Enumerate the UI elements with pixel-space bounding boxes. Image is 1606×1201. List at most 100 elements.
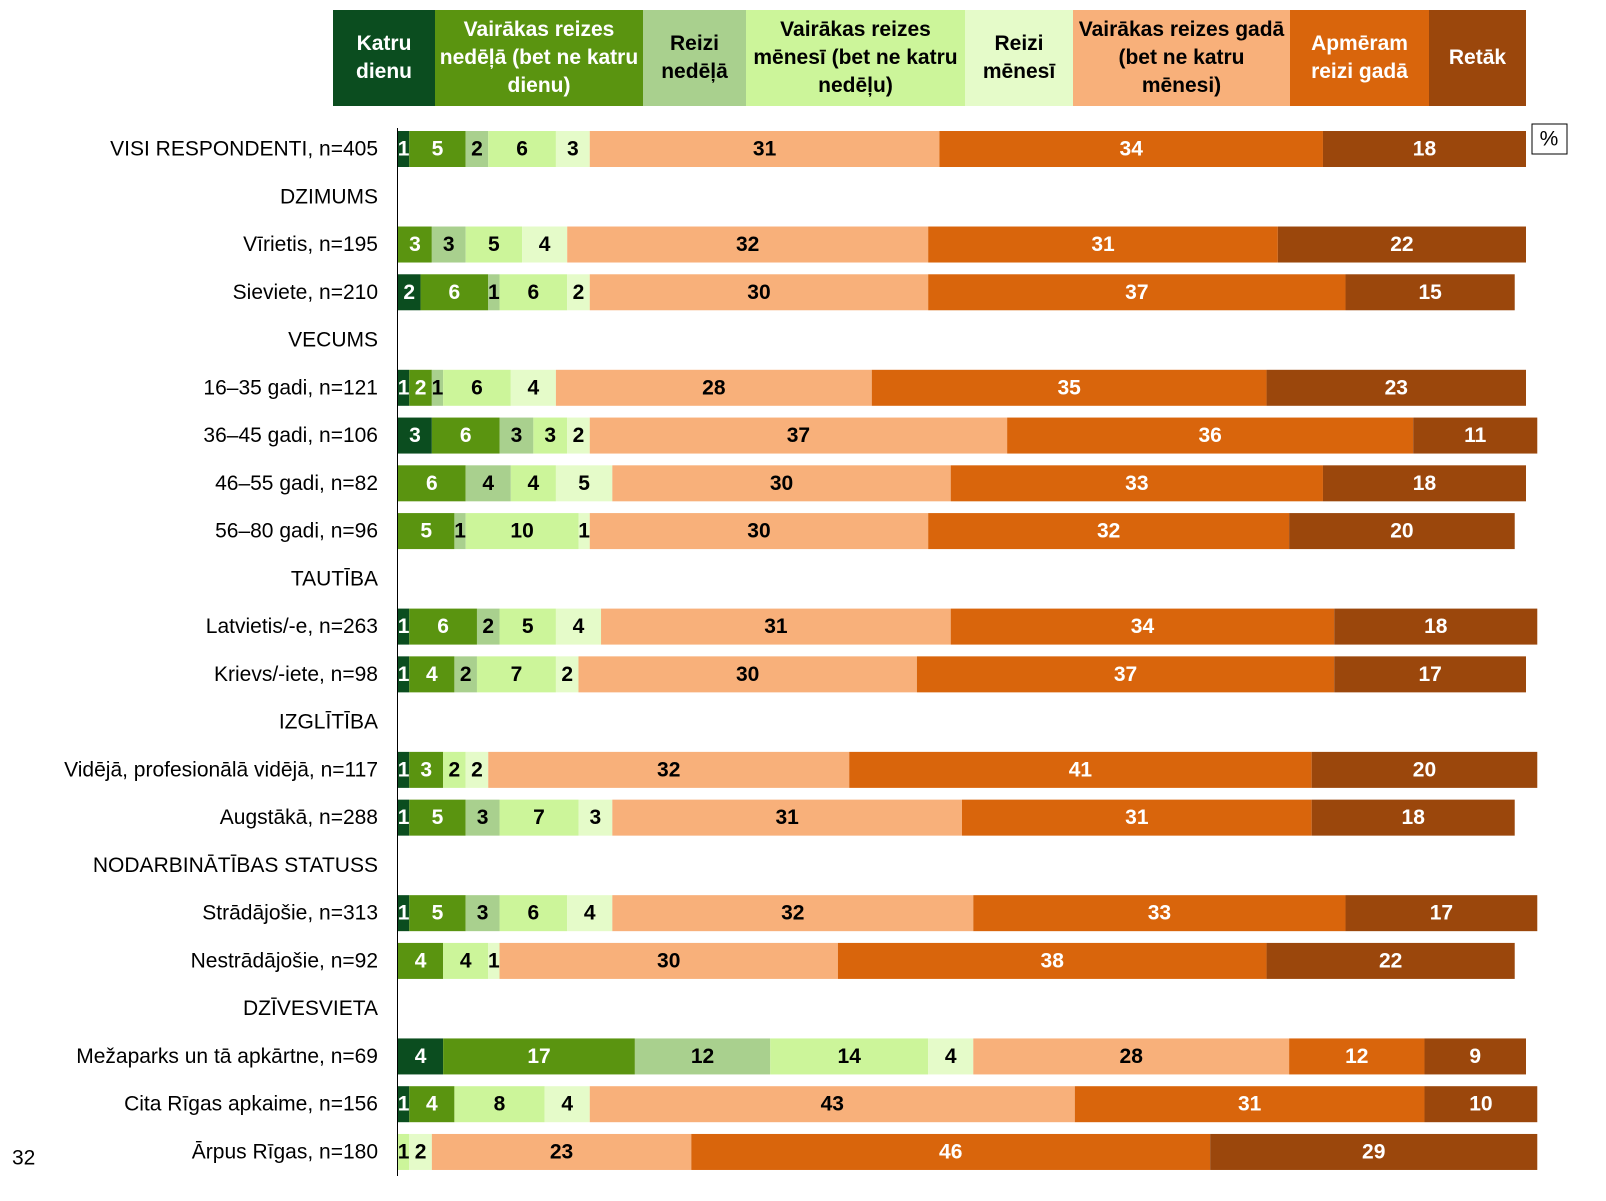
value-label: 1 [398,1093,410,1116]
value-label: 4 [426,1093,438,1116]
bar-segment [454,656,477,693]
value-label: 1 [488,949,500,972]
bar-segment [589,274,929,311]
value-label: 4 [426,663,438,686]
category-label: 16–35 gadi, n=121 [203,376,378,399]
value-label: 4 [482,472,494,495]
value-label: 30 [747,281,770,304]
category-label: Strādājošie, n=313 [202,902,378,925]
value-label: 34 [1120,138,1144,161]
value-label: 2 [471,758,483,781]
bar-segment [1311,751,1538,788]
value-label: 4 [460,949,472,972]
bar-segment [555,608,602,645]
value-label: 5 [432,902,444,925]
legend-entry: Retāk [1429,10,1526,106]
value-label: 2 [482,615,494,638]
value-label: 41 [1069,758,1093,781]
legend-entry: Vairākas reizes gadā (bet ne katru mēnes… [1073,10,1290,106]
bar-segment [409,1133,432,1170]
value-label: 6 [528,902,540,925]
value-label: 3 [544,424,556,447]
bar-segment [973,895,1346,932]
value-label: 2 [460,663,472,686]
value-label: 3 [477,902,489,925]
bar-segment [398,513,455,550]
bar-segment [398,274,421,311]
bar-segment [443,1038,635,1075]
bar-segment [398,369,410,406]
bar-segment [1007,417,1414,454]
value-label: 3 [420,758,432,781]
bar-segment [1266,942,1515,979]
value-label: 6 [460,424,472,447]
value-label: 12 [691,1045,714,1068]
value-label: 30 [657,949,680,972]
bar-segment [1334,656,1526,693]
bar-segment [950,465,1323,502]
value-label: 6 [426,472,438,495]
category-label: Vidējā, profesionālā vidējā, n=117 [64,758,378,781]
value-label: 2 [449,758,461,781]
value-label: 1 [398,1140,410,1163]
value-label: 18 [1413,472,1437,495]
bar-segment [1289,513,1515,550]
value-label: 15 [1418,281,1442,304]
value-label: 6 [471,376,483,399]
category-label: DZĪVESVIETA [243,997,378,1020]
bar-segment [465,513,579,550]
bar-segment [499,895,568,932]
bar-segment [398,417,432,454]
bar-segment [409,656,455,693]
value-label: 3 [567,138,579,161]
unit-box [1531,123,1568,155]
value-label: 2 [415,1140,427,1163]
bar-segment [950,608,1335,645]
value-label: 4 [945,1045,957,1068]
page-number: 32 [12,1147,35,1170]
category-label: Ārpus Rīgas, n=180 [192,1140,378,1163]
category-label: NODARBINĀTĪBAS STATUSS [93,854,378,877]
bar-segment [420,274,489,311]
bar-segment [398,131,410,167]
value-label: 1 [398,902,410,925]
value-label: 34 [1131,615,1155,638]
value-label: 32 [781,902,804,925]
value-label: 14 [838,1045,862,1068]
value-label: 33 [1148,902,1171,925]
bar-segment [1277,226,1526,263]
legend-entry: Vairākas reizes nedēļā (bet ne katru die… [435,10,643,106]
bar-segment [928,513,1290,550]
bar-segment [939,131,1323,167]
bar-segment [409,751,444,788]
value-label: 36 [1198,424,1221,447]
bar-segment [465,751,489,788]
bar-segment [398,751,410,788]
value-label: 23 [550,1140,573,1163]
bar-segment [589,513,929,550]
value-label: 5 [420,520,432,543]
bar-segment [499,274,568,311]
legend-entry: Apmēram reizi gadā [1290,10,1429,106]
bar-segment [499,417,534,454]
value-label: 7 [533,806,545,829]
bar-segment [465,131,489,167]
value-label: 31 [1125,806,1149,829]
bar-segment [488,942,500,979]
bar-segment [476,656,556,693]
value-label: 30 [747,520,770,543]
bar-segment [488,274,500,311]
bar-segment [567,417,590,454]
bar-segment [973,1038,1290,1075]
value-label: 1 [398,615,410,638]
bar-segment [409,895,466,932]
category-label: Nestrādājošie, n=92 [191,949,378,972]
bar-segment [555,369,872,406]
value-label: 22 [1390,233,1413,256]
bar-segment [1322,131,1526,167]
bar-segment [1413,417,1538,454]
category-label: Sieviete, n=210 [233,281,378,304]
value-label: 1 [398,758,410,781]
legend-entry: Reizi nedēļā [643,10,746,106]
